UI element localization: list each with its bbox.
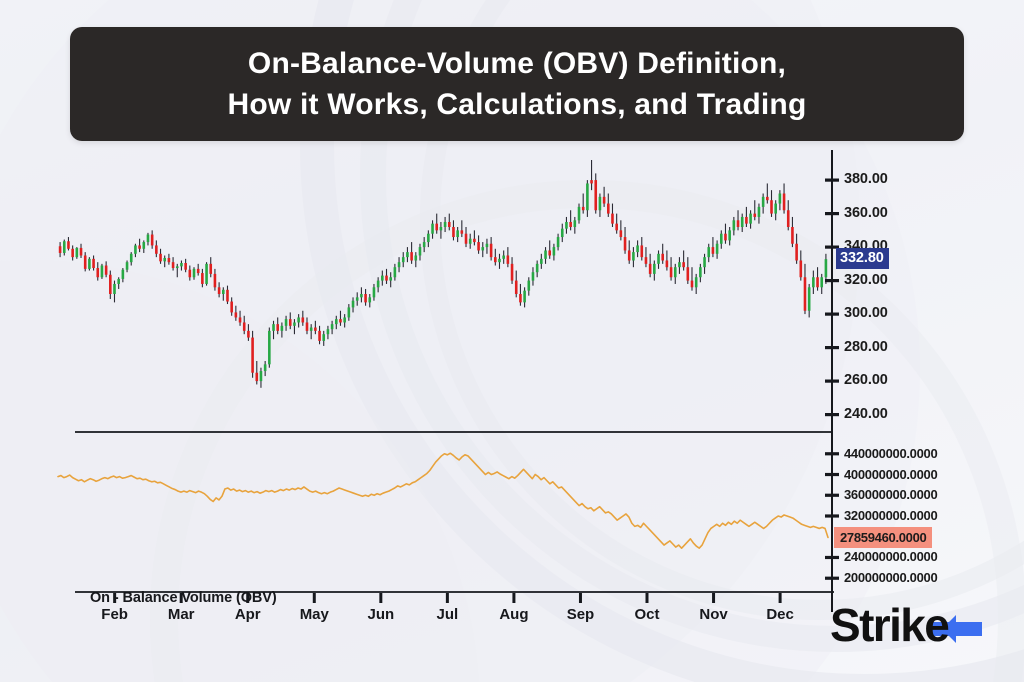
price-axis-tick-label: 300.00 bbox=[844, 305, 888, 322]
month-tick-label: Mar bbox=[167, 606, 195, 623]
obv-axis-tick-label: 360000000.0000 bbox=[844, 487, 938, 503]
month-tick-label: Oct bbox=[634, 606, 660, 623]
month-tick-label: Nov bbox=[699, 606, 728, 623]
title-card: On-Balance-Volume (OBV) Definition, How … bbox=[70, 27, 964, 141]
month-tick-label: Apr bbox=[234, 606, 261, 623]
page-title-line-2: How it Works, Calculations, and Trading bbox=[227, 88, 807, 121]
price-axis-tick-label: 380.00 bbox=[844, 171, 888, 188]
price-axis-tick-label: 280.00 bbox=[844, 338, 888, 355]
page-title-line-1: On-Balance-Volume (OBV) Definition, bbox=[247, 46, 787, 80]
month-tick-label: Dec bbox=[766, 606, 794, 623]
obv-axis-tick-label: 320000000.0000 bbox=[844, 508, 938, 523]
price-axis-tick-label: 360.00 bbox=[844, 204, 888, 221]
price-axis-tick-label: 240.00 bbox=[844, 405, 888, 422]
obv-axis-tick-label: 200000000.0000 bbox=[844, 570, 938, 586]
strike-logo-mark bbox=[930, 615, 982, 643]
chart-axes bbox=[75, 150, 839, 612]
obv-line-series bbox=[57, 452, 829, 549]
price-axis-tick-label: 260.00 bbox=[844, 372, 888, 389]
obv-axis-tick-label: 440000000.0000 bbox=[844, 445, 938, 461]
candlestick-series bbox=[58, 160, 828, 388]
chart-container: On - Balance Volume (OBV) 380.00 360.00 34… bbox=[0, 150, 1024, 650]
month-tick-label: Sep bbox=[566, 606, 595, 623]
current-price-badge: 332.80 bbox=[836, 248, 889, 270]
obv-axis-tick-label: 240000000.0000 bbox=[844, 549, 938, 565]
obv-axis-tick-label: 400000000.0000 bbox=[844, 466, 938, 482]
chart-svg bbox=[57, 150, 839, 612]
strike-logo-text: Strike bbox=[830, 599, 950, 651]
month-tick-label: Jun bbox=[367, 606, 395, 623]
current-obv-badge: 27859460.0000 bbox=[834, 527, 933, 549]
price-axis-tick-label: 320.00 bbox=[844, 271, 888, 288]
month-tick-label: May bbox=[299, 606, 329, 623]
month-tick-label: Aug bbox=[499, 606, 529, 623]
strike-logo: Strike bbox=[830, 600, 1010, 658]
obv-panel-caption: On - Balance Volume (OBV) bbox=[90, 590, 277, 606]
month-tick-label: Jul bbox=[436, 606, 459, 623]
month-tick-label: Feb bbox=[101, 606, 128, 623]
